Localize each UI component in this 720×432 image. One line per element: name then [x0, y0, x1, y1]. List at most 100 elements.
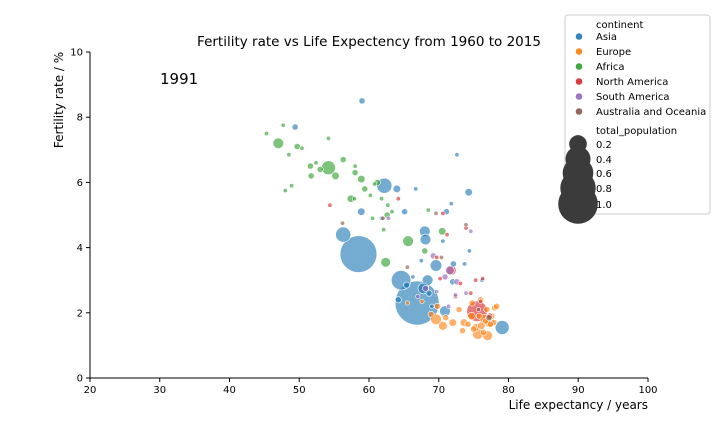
legend-hue-title: continent [596, 20, 643, 31]
x-tick-label: 70 [432, 385, 445, 396]
legend-size-label: 0.4 [596, 155, 612, 166]
data-point-south-america [445, 303, 451, 309]
data-point-europe [404, 300, 410, 306]
data-point-asia [466, 248, 472, 254]
data-point-europe [455, 306, 463, 313]
data-point-asia [448, 201, 454, 207]
data-point-australia-and-oceania [463, 222, 469, 228]
data-point-europe [477, 321, 486, 330]
x-tick-label: 30 [153, 385, 166, 396]
data-point-south-america [463, 290, 469, 296]
data-point-australia-and-oceania [339, 220, 345, 226]
data-point-europe [467, 312, 476, 321]
data-point-africa [325, 135, 331, 141]
data-point-australia-and-oceania [475, 306, 481, 312]
data-point-africa [263, 131, 269, 137]
data-point-asia [410, 274, 416, 280]
data-point-africa [272, 137, 284, 150]
data-point-europe [433, 302, 441, 310]
data-point-south-america [445, 265, 455, 276]
data-point-asia [419, 233, 432, 246]
data-point-europe [427, 310, 435, 318]
data-point-africa [339, 156, 347, 163]
y-tick-label: 2 [77, 308, 83, 319]
data-point-africa [351, 196, 357, 202]
data-point-europe [438, 321, 448, 331]
data-point-europe [475, 312, 483, 320]
legend-marker [575, 33, 583, 40]
data-point-africa [372, 181, 378, 187]
data-point-north-america [473, 277, 479, 283]
data-point-north-america [327, 202, 333, 208]
data-point-europe [448, 318, 457, 327]
data-point-australia-and-oceania [485, 314, 493, 322]
legend-marker [575, 108, 583, 115]
data-point-north-america [478, 298, 484, 304]
data-point-africa [438, 227, 447, 236]
data-point-africa [425, 207, 431, 213]
y-tick-label: 6 [77, 178, 83, 189]
legend-entry: Australia and Oceania [596, 107, 706, 118]
data-point-europe [479, 328, 487, 336]
data-point-africa [316, 165, 324, 173]
data-point-asia [392, 184, 402, 193]
data-point-asia [339, 235, 378, 273]
data-point-south-america [441, 273, 449, 281]
data-point-europe [442, 314, 450, 322]
data-point-asia [403, 281, 411, 289]
y-tick-label: 10 [70, 48, 83, 59]
data-point-europe [483, 306, 491, 313]
data-point-asia [462, 261, 468, 267]
data-point-africa [352, 163, 358, 169]
data-point-asia [440, 238, 446, 244]
x-tick-label: 90 [572, 385, 585, 396]
data-point-australia-and-oceania [433, 210, 439, 216]
data-point-north-america [437, 276, 443, 282]
data-point-africa [306, 162, 314, 170]
data-point-europe [464, 320, 472, 328]
data-point-africa [293, 143, 301, 150]
data-point-asia [429, 303, 435, 309]
legend-size-title: total_population [596, 126, 677, 137]
data-point-africa [331, 171, 340, 180]
data-point-asia [418, 258, 424, 264]
y-axis-label: Fertility rate / % [52, 52, 66, 148]
data-point-north-america [457, 280, 463, 286]
data-point-asia [335, 226, 352, 243]
data-point-north-america [440, 210, 446, 216]
legend-entry: North America [596, 77, 668, 88]
x-tick-label: 50 [293, 385, 306, 396]
data-point-asia [394, 296, 402, 304]
data-point-asia [401, 208, 408, 216]
data-point-africa [389, 209, 395, 215]
y-axis: 0 2 4 6 8 10 [70, 48, 90, 385]
data-point-africa [380, 257, 391, 268]
legend-size-items: 0.2 0.4 0.6 0.8 1.0 [558, 135, 612, 224]
legend-entry: Asia [596, 32, 617, 43]
legend-size-label: 1.0 [596, 200, 612, 211]
data-point-north-america [444, 232, 450, 238]
data-point-south-america [415, 293, 421, 299]
data-point-africa [369, 215, 375, 221]
data-point-asia [413, 186, 419, 192]
data-point-asia [357, 207, 366, 216]
data-point-south-america [422, 284, 429, 292]
y-tick-label: 8 [77, 113, 83, 124]
legend-marker [575, 93, 583, 100]
legend-entry: South America [596, 92, 670, 103]
x-tick-label: 40 [223, 385, 236, 396]
plot-area: 1991 [89, 52, 648, 379]
legend: continent Asia Europe Africa North America S… [558, 14, 711, 224]
data-point-africa [313, 160, 319, 166]
data-point-africa [357, 175, 366, 184]
legend-marker [575, 78, 583, 85]
data-point-africa [351, 169, 359, 176]
data-point-africa [379, 196, 385, 202]
legend-size-label: 0.2 [596, 140, 612, 151]
legend-entry: Europe [596, 47, 631, 58]
data-point-europe [459, 327, 466, 335]
data-point-africa [289, 183, 295, 189]
data-point-europe [470, 325, 477, 333]
x-tick-label: 80 [502, 385, 515, 396]
data-point-africa [367, 192, 373, 198]
